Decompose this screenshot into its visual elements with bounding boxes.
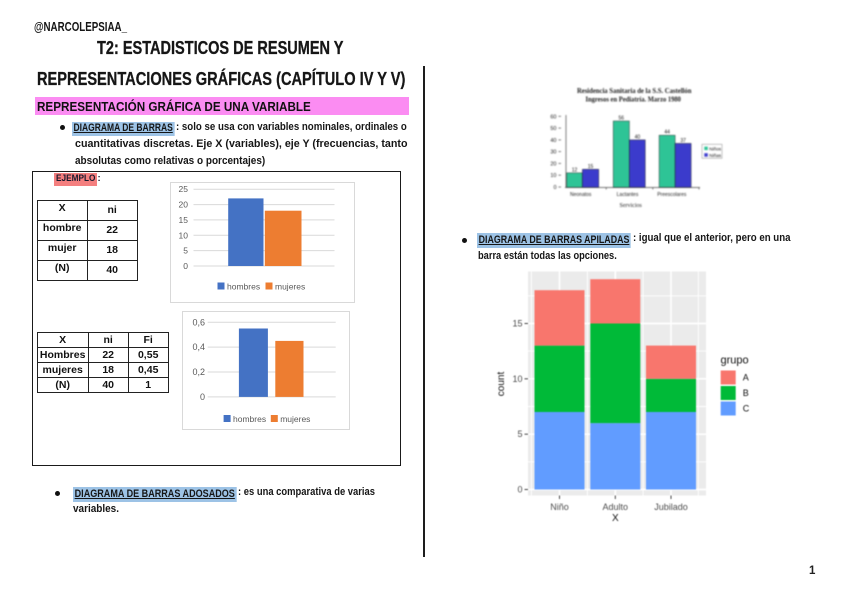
svg-text:Ingresos en Pediatría. Marzo 1: Ingresos en Pediatría. Marzo 1980 [585,96,681,104]
svg-text:0: 0 [553,185,556,191]
svg-text:0: 0 [183,261,188,271]
svg-text:0,6: 0,6 [193,317,206,327]
svg-text:count: count [496,372,507,397]
svg-text:0: 0 [517,485,522,495]
svg-text:15: 15 [178,215,188,225]
svg-text:40: 40 [635,134,641,140]
svg-text:37: 37 [680,138,686,144]
svg-text:10: 10 [178,230,188,240]
svg-text:12: 12 [572,167,578,173]
svg-text:10: 10 [550,173,556,179]
svg-text:Jubilado: Jubilado [654,502,688,512]
svg-text:40: 40 [550,138,556,144]
svg-text:15: 15 [588,164,594,170]
svg-text:44: 44 [664,130,670,136]
svg-text:A: A [743,373,749,383]
svg-text:X: X [612,513,619,524]
svg-text:Niñas: Niñas [709,153,721,158]
svg-text:Preescolares: Preescolares [657,192,687,198]
svg-text:B: B [743,388,749,398]
svg-text:Niño: Niño [550,502,569,512]
svg-text:50: 50 [550,126,556,132]
svg-text:20: 20 [550,161,556,167]
svg-text:Residencia Sanitaria de la S.S: Residencia Sanitaria de la S.S. Castelló… [577,87,692,95]
svg-text:5: 5 [183,245,188,255]
svg-text:56: 56 [619,116,625,122]
svg-text:0: 0 [200,391,205,401]
svg-text:20: 20 [178,199,188,209]
svg-text:mujeres: mujeres [275,281,305,291]
svg-text:Servicios: Servicios [620,203,643,209]
svg-text:Adulto: Adulto [603,502,629,512]
svg-text:mujeres: mujeres [280,414,310,424]
svg-text:Lactantes: Lactantes [617,192,639,198]
svg-text:10: 10 [512,374,522,384]
svg-text:60: 60 [550,114,556,120]
svg-text:0,2: 0,2 [193,367,206,377]
svg-text:0,4: 0,4 [193,342,206,352]
svg-text:Niños: Niños [709,146,721,151]
svg-text:5: 5 [517,429,522,439]
svg-text:grupo: grupo [721,355,749,367]
svg-text:C: C [743,404,750,414]
svg-text:25: 25 [178,184,188,194]
svg-text:hombres: hombres [233,414,266,424]
svg-text:Neonatos: Neonatos [570,192,592,198]
svg-text:hombres: hombres [227,281,260,291]
svg-text:30: 30 [550,150,556,156]
svg-text:15: 15 [512,319,522,329]
